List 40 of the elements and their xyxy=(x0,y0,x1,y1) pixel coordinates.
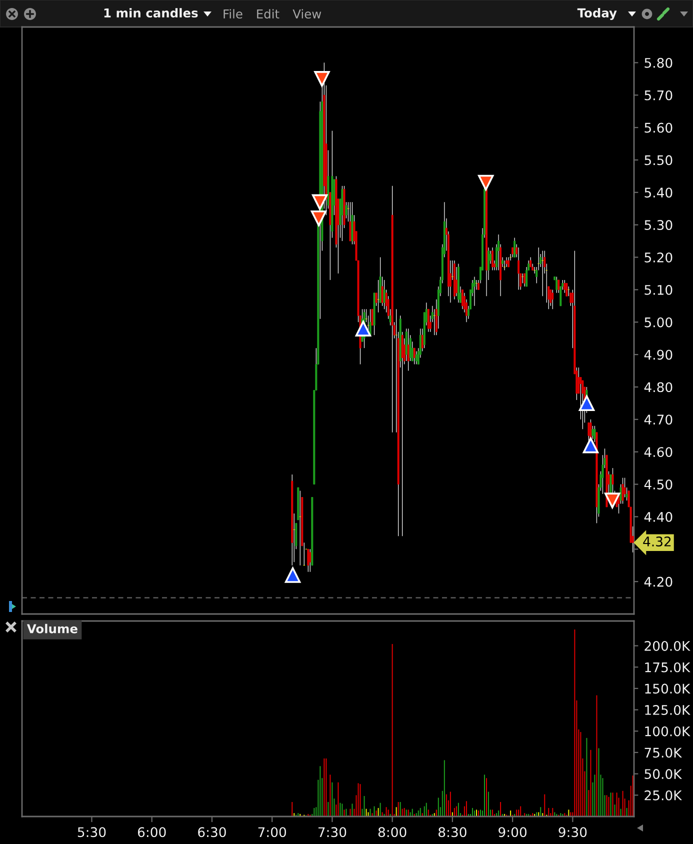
y-tick-label: 5.30 xyxy=(644,220,672,230)
text: Edit xyxy=(257,9,280,19)
y-tick-label: 5.70 xyxy=(644,90,672,100)
x-tick-label: 6:30 xyxy=(198,827,226,838)
x-tick-label: 8:30 xyxy=(438,827,466,838)
y-tick-label: 75.0K xyxy=(644,748,682,758)
y-tick-label: 200.0K xyxy=(644,640,690,651)
y-tick-label: 4.40 xyxy=(644,512,672,522)
y-tick-label: 4.50 xyxy=(644,479,672,490)
x-tick-label: 5:30 xyxy=(78,827,106,838)
y-tick-label: 50.0K xyxy=(644,769,682,780)
x-tick-label: 9:30 xyxy=(558,827,587,838)
y-tick-label: 4.70 xyxy=(644,414,672,425)
x-tick-label: 9:00 xyxy=(498,827,526,838)
y-tick-label: 5.80 xyxy=(644,58,672,68)
y-tick-label: 125.0K xyxy=(645,705,690,715)
x-tick-label: 7:00 xyxy=(258,827,286,838)
y-tick-label: 5.60 xyxy=(644,122,672,133)
y-tick-label: 4.80 xyxy=(644,382,672,392)
text: Today xyxy=(577,8,617,20)
y-tick-label: 4.60 xyxy=(644,447,672,458)
text: File xyxy=(224,9,242,19)
chart-title: Volume xyxy=(26,624,78,634)
x-tick-label: 8:00 xyxy=(378,827,406,838)
text: View xyxy=(292,9,322,19)
x-tick-label: 7:30 xyxy=(318,827,346,838)
y-tick-label: 5.40 xyxy=(644,188,672,198)
y-tick-label: 150.0K xyxy=(645,684,690,694)
y-tick-label: 5.10 xyxy=(644,284,672,295)
y-tick-label: 4.90 xyxy=(644,350,672,360)
y-tick-label: 175.0K xyxy=(645,662,690,672)
y-tick-label: 4.20 xyxy=(644,576,672,587)
y-tick-label: 5.00 xyxy=(644,317,672,328)
y-tick-label: 5.20 xyxy=(644,252,672,262)
y-tick-label: 5.50 xyxy=(644,155,672,166)
annotation: 4.32 xyxy=(643,536,671,546)
x-tick-label: 6:00 xyxy=(138,827,166,838)
chart-title: 1 min candles xyxy=(104,8,198,18)
y-tick-label: 100.0K xyxy=(645,726,690,736)
y-tick-label: 25.0K xyxy=(644,790,682,800)
